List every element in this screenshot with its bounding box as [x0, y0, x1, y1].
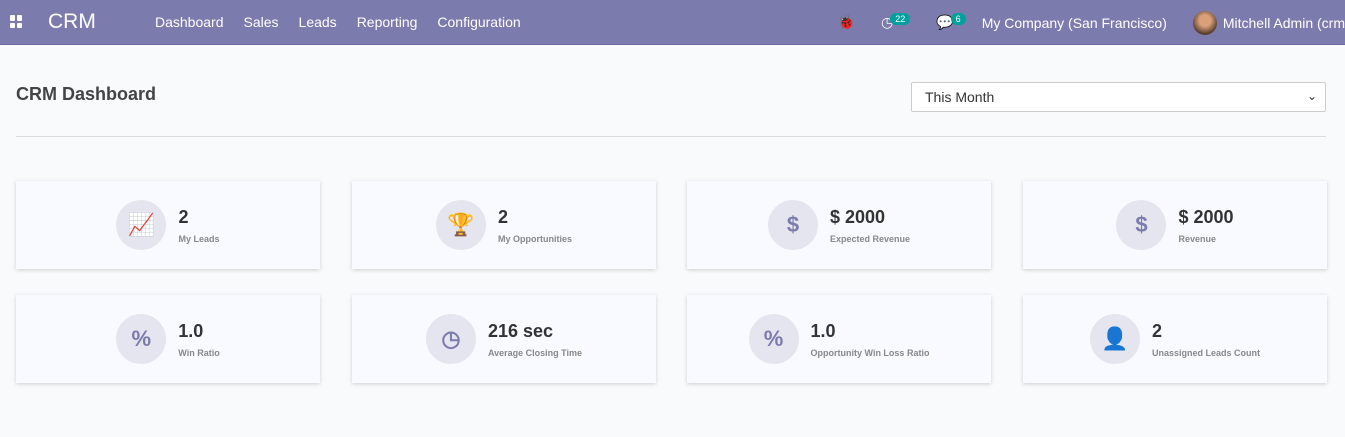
menu-configuration[interactable]: Configuration: [437, 14, 521, 30]
stat-card[interactable]: 📈 2 My Leads: [16, 181, 320, 269]
stat-label: Average Closing Time: [487, 347, 583, 358]
bug-icon[interactable]: 🐞: [837, 14, 855, 30]
stat-value: 1.0: [178, 320, 204, 341]
stat-value: 2: [498, 206, 509, 227]
percent-icon: %: [116, 314, 167, 364]
stat-value: 1.0: [810, 320, 836, 341]
chart-line-icon: 📈: [116, 200, 167, 250]
menu-reporting[interactable]: Reporting: [356, 14, 418, 30]
stat-value: 2: [178, 206, 189, 227]
apps-menu-icon[interactable]: [10, 15, 23, 28]
avatar[interactable]: [1192, 10, 1217, 35]
menu-leads[interactable]: Leads: [298, 14, 337, 30]
stat-label: Opportunity Win Loss Ratio: [810, 347, 930, 358]
stat-label: Revenue: [1178, 233, 1216, 244]
messages-badge: 6: [950, 12, 966, 25]
stat-value: 2: [1151, 320, 1162, 341]
percent-icon: %: [748, 314, 799, 364]
stat-card[interactable]: $ $ 2000 Expected Revenue: [687, 181, 991, 269]
stat-value: $ 2000: [829, 206, 886, 227]
clock-icon: ◷: [425, 314, 476, 364]
divider: [16, 136, 1326, 137]
stat-label: Expected Revenue: [829, 233, 911, 244]
stat-card[interactable]: % 1.0 Opportunity Win Loss Ratio: [687, 295, 991, 383]
stat-card[interactable]: ◷ 216 sec Average Closing Time: [352, 295, 656, 383]
stat-value: 216 sec: [487, 320, 554, 341]
chevron-down-icon: ⌄: [1306, 89, 1317, 103]
chat-icon: 💬: [936, 14, 954, 30]
activity-button[interactable]: ◷ 22: [881, 12, 911, 31]
clock-icon: ◷: [881, 14, 894, 30]
trophy-icon: 🏆: [436, 200, 486, 250]
page-title: CRM Dashboard: [16, 84, 157, 104]
app-brand[interactable]: CRM: [48, 10, 96, 33]
user-menu[interactable]: Mitchell Admin (crm: [1222, 14, 1345, 31]
stat-label: My Opportunities: [498, 233, 572, 244]
stat-label: Unassigned Leads Count: [1151, 347, 1260, 358]
dollar-icon: $: [1116, 200, 1167, 250]
top-navbar: CRM Dashboard Sales Leads Reporting Conf…: [0, 0, 1345, 45]
period-value: This Month: [925, 89, 995, 105]
activity-badge: 22: [890, 12, 911, 25]
stat-card[interactable]: % 1.0 Win Ratio: [16, 295, 320, 383]
menu-dashboard[interactable]: Dashboard: [155, 14, 224, 30]
stat-card[interactable]: 🏆 2 My Opportunities: [352, 181, 656, 269]
company-switcher[interactable]: My Company (San Francisco): [981, 14, 1167, 31]
stat-card[interactable]: 👤 2 Unassigned Leads Count: [1023, 295, 1327, 383]
messages-button[interactable]: 💬 6: [936, 12, 966, 31]
stat-label: My Leads: [178, 233, 220, 244]
user-times-icon: 👤: [1089, 314, 1140, 364]
stat-value: $ 2000: [1178, 206, 1234, 227]
dollar-icon: $: [767, 200, 818, 250]
menu-sales[interactable]: Sales: [243, 14, 279, 30]
stat-label: Win Ratio: [178, 347, 220, 358]
stat-card[interactable]: $ $ 2000 Revenue: [1023, 181, 1327, 269]
period-select[interactable]: This Month ⌄: [911, 82, 1326, 112]
